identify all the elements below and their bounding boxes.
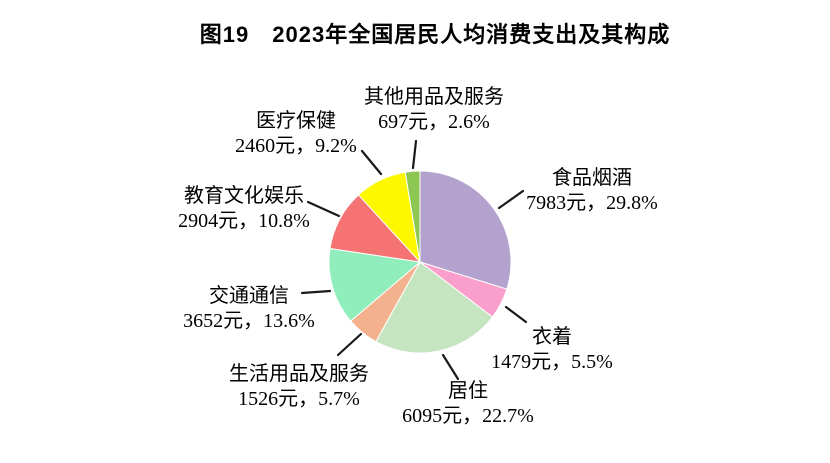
chart-title: 图19 2023年全国居民人均消费支出及其构成 <box>199 22 671 47</box>
slice-label-education-culture-entertainment: 教育文化娱乐 2904元，10.8% <box>114 184 374 234</box>
slice-label-transport-communication: 交通通信 3652元，13.6% <box>119 284 379 334</box>
leader-line-5 <box>306 200 341 218</box>
leader-line-3 <box>336 332 363 357</box>
slice-label-value: 697元，2.6% <box>378 111 490 133</box>
slice-label-value: 3652元，13.6% <box>183 310 315 332</box>
slice-label-value: 2904元，10.8% <box>178 210 310 232</box>
leader-line-0 <box>497 189 525 210</box>
pie-slice-7 <box>404 170 421 263</box>
pie-slice-4 <box>328 247 421 322</box>
slice-label-household-goods-services: 生活用品及服务 1526元，5.7% <box>169 362 429 412</box>
slice-label-name: 其他用品及服务 <box>364 86 504 108</box>
leader-line-7 <box>411 139 418 170</box>
slice-label-other-goods-services: 其他用品及服务 697元，2.6% <box>304 85 564 135</box>
leader-line-6 <box>360 149 383 176</box>
slice-label-name: 衣着 <box>532 326 572 348</box>
leader-line-1 <box>504 305 528 324</box>
slice-label-value: 1479元，5.5% <box>491 351 613 373</box>
pie-slice-0 <box>419 170 512 290</box>
slice-label-food-tobacco-alcohol: 食品烟酒 7983元，29.8% <box>462 166 722 216</box>
slice-label-name: 食品烟酒 <box>552 167 632 189</box>
slice-label-value: 1526元，5.7% <box>238 388 360 410</box>
leader-line-2 <box>441 353 460 381</box>
slice-label-name: 交通通信 <box>209 285 289 307</box>
slice-label-name: 教育文化娱乐 <box>184 185 304 207</box>
slice-label-value: 2460元，9.2% <box>235 135 357 157</box>
slice-label-clothing: 衣着 1479元，5.5% <box>422 325 682 375</box>
slice-label-value: 7983元，29.8% <box>526 192 658 214</box>
pie-slice-2 <box>375 261 493 354</box>
leader-line-4 <box>300 289 332 295</box>
slice-label-name: 生活用品及服务 <box>229 363 369 385</box>
